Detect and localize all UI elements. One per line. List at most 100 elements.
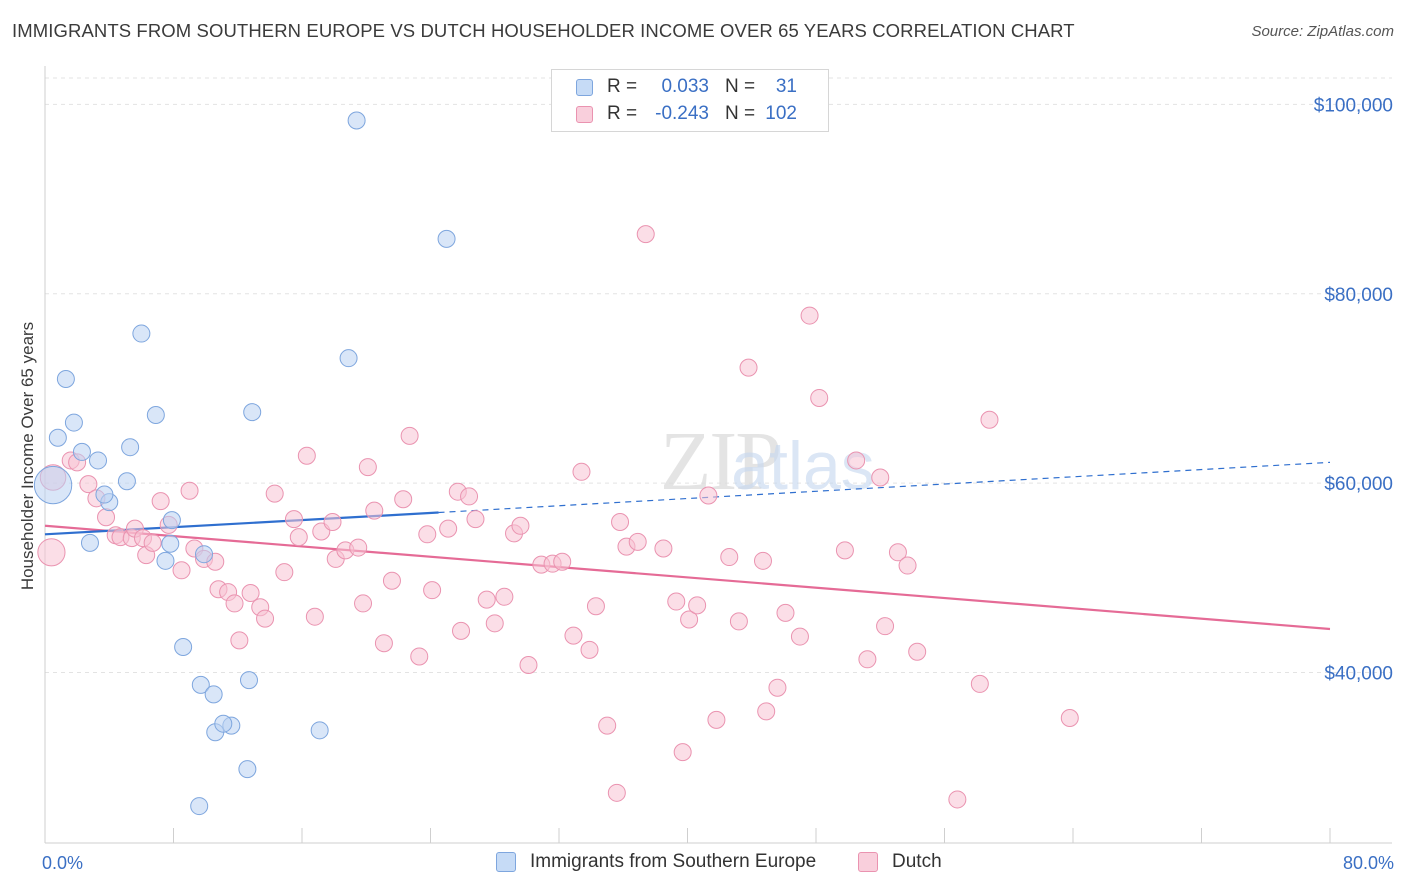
- axes: [44, 66, 1392, 844]
- point-immigrants: [310, 721, 329, 740]
- point-dutch: [720, 548, 739, 567]
- point-dutch: [810, 388, 829, 407]
- point-immigrants: [339, 349, 358, 368]
- point-dutch: [553, 552, 572, 571]
- point-dutch: [394, 490, 413, 509]
- point-immigrants: [146, 405, 165, 424]
- point-dutch: [230, 631, 249, 650]
- point-immigrants: [162, 511, 181, 530]
- correlation-legend: R = 0.033 N = 31 R = -0.243 N = 102: [551, 69, 829, 132]
- point-dutch: [180, 481, 199, 500]
- point-dutch: [423, 581, 442, 600]
- legend-item-dutch: Dutch: [858, 851, 942, 873]
- point-dutch: [97, 508, 116, 527]
- point-dutch: [418, 525, 437, 544]
- point-immigrants: [243, 403, 262, 422]
- point-immigrants: [214, 714, 233, 733]
- point-dutch: [654, 539, 673, 558]
- r-value: -0.243: [655, 103, 709, 124]
- point-dutch: [680, 610, 699, 629]
- x-tick-label-min: 0.0%: [42, 853, 83, 873]
- point-dutch: [495, 587, 514, 606]
- point-dutch: [241, 584, 260, 603]
- point-dutch: [519, 655, 538, 674]
- point-dutch: [452, 621, 471, 640]
- series-legend: Immigrants from Southern Europe Dutch: [0, 851, 1406, 879]
- point-immigrants: [33, 465, 73, 505]
- point-dutch: [980, 410, 999, 429]
- point-dutch: [305, 607, 324, 626]
- legend-item-immigrants: Immigrants from Southern Europe: [496, 851, 816, 873]
- legend-swatch-blue: [576, 78, 593, 96]
- legend-swatch-pink: [576, 105, 593, 123]
- point-dutch: [572, 462, 591, 481]
- point-dutch: [511, 516, 530, 535]
- point-dutch: [225, 594, 244, 613]
- point-dutch: [699, 486, 718, 505]
- point-dutch: [673, 743, 692, 762]
- point-immigrants: [95, 485, 114, 504]
- point-immigrants: [204, 685, 223, 704]
- legend-swatch-blue: [496, 852, 516, 872]
- point-dutch: [688, 596, 707, 615]
- point-dutch: [707, 710, 726, 729]
- point-immigrants: [156, 551, 175, 570]
- n-value: 31: [775, 76, 797, 97]
- y-tick-labels: $40,000 $60,000 $80,000 $100,000: [1314, 95, 1393, 684]
- watermark: ZIP: [660, 415, 780, 508]
- y-axis-label: Householder Income Over 65 years: [18, 322, 37, 590]
- point-dutch: [439, 519, 458, 538]
- r-value: 0.033: [661, 76, 709, 97]
- point-immigrants: [161, 534, 180, 553]
- point-dutch: [636, 225, 655, 244]
- point-dutch: [365, 501, 384, 520]
- n-label: N =: [725, 103, 756, 124]
- point-dutch: [477, 590, 496, 609]
- point-dutch: [667, 592, 686, 611]
- point-dutch: [265, 484, 284, 503]
- n-label: N =: [725, 76, 756, 97]
- point-dutch: [586, 597, 605, 616]
- point-dutch: [628, 532, 647, 551]
- y-tick-label: $40,000: [1324, 664, 1393, 685]
- point-immigrants: [48, 428, 67, 447]
- point-dutch: [835, 541, 854, 560]
- point-dutch: [485, 614, 504, 633]
- point-dutch: [871, 468, 890, 487]
- point-dutch: [611, 512, 630, 531]
- point-dutch: [297, 446, 316, 465]
- point-immigrants: [132, 324, 151, 343]
- point-dutch: [323, 512, 342, 531]
- legend-label-immigrants: Immigrants from Southern Europe: [530, 851, 817, 872]
- point-immigrants: [121, 438, 140, 457]
- point-immigrants: [195, 545, 214, 564]
- point-dutch: [564, 626, 583, 645]
- legend-row-immigrants: R = 0.033 N = 31: [576, 74, 797, 100]
- point-dutch: [410, 647, 429, 666]
- point-dutch: [753, 551, 772, 570]
- point-dutch: [768, 678, 787, 697]
- point-dutch: [354, 594, 373, 613]
- point-dutch: [858, 650, 877, 669]
- point-dutch: [37, 538, 66, 567]
- point-dutch: [466, 510, 485, 529]
- y-tick-label: $60,000: [1324, 474, 1393, 495]
- point-dutch: [289, 528, 308, 547]
- point-immigrants: [80, 533, 99, 552]
- point-dutch: [790, 627, 809, 646]
- point-dutch: [349, 538, 368, 557]
- point-immigrants: [347, 111, 366, 130]
- x-tick-labels: 0.0% 80.0%: [42, 853, 1394, 873]
- grid-lines: [45, 77, 1392, 674]
- point-dutch: [607, 783, 626, 802]
- point-immigrants: [64, 413, 83, 432]
- point-dutch: [79, 475, 98, 494]
- point-dutch: [598, 716, 617, 735]
- r-label: R =: [607, 76, 638, 97]
- point-dutch: [970, 674, 989, 693]
- y-tick-label: $80,000: [1324, 285, 1393, 306]
- point-dutch: [908, 642, 927, 661]
- source-attribution: Source: ZipAtlas.com: [1251, 23, 1394, 40]
- point-immigrants: [239, 671, 258, 690]
